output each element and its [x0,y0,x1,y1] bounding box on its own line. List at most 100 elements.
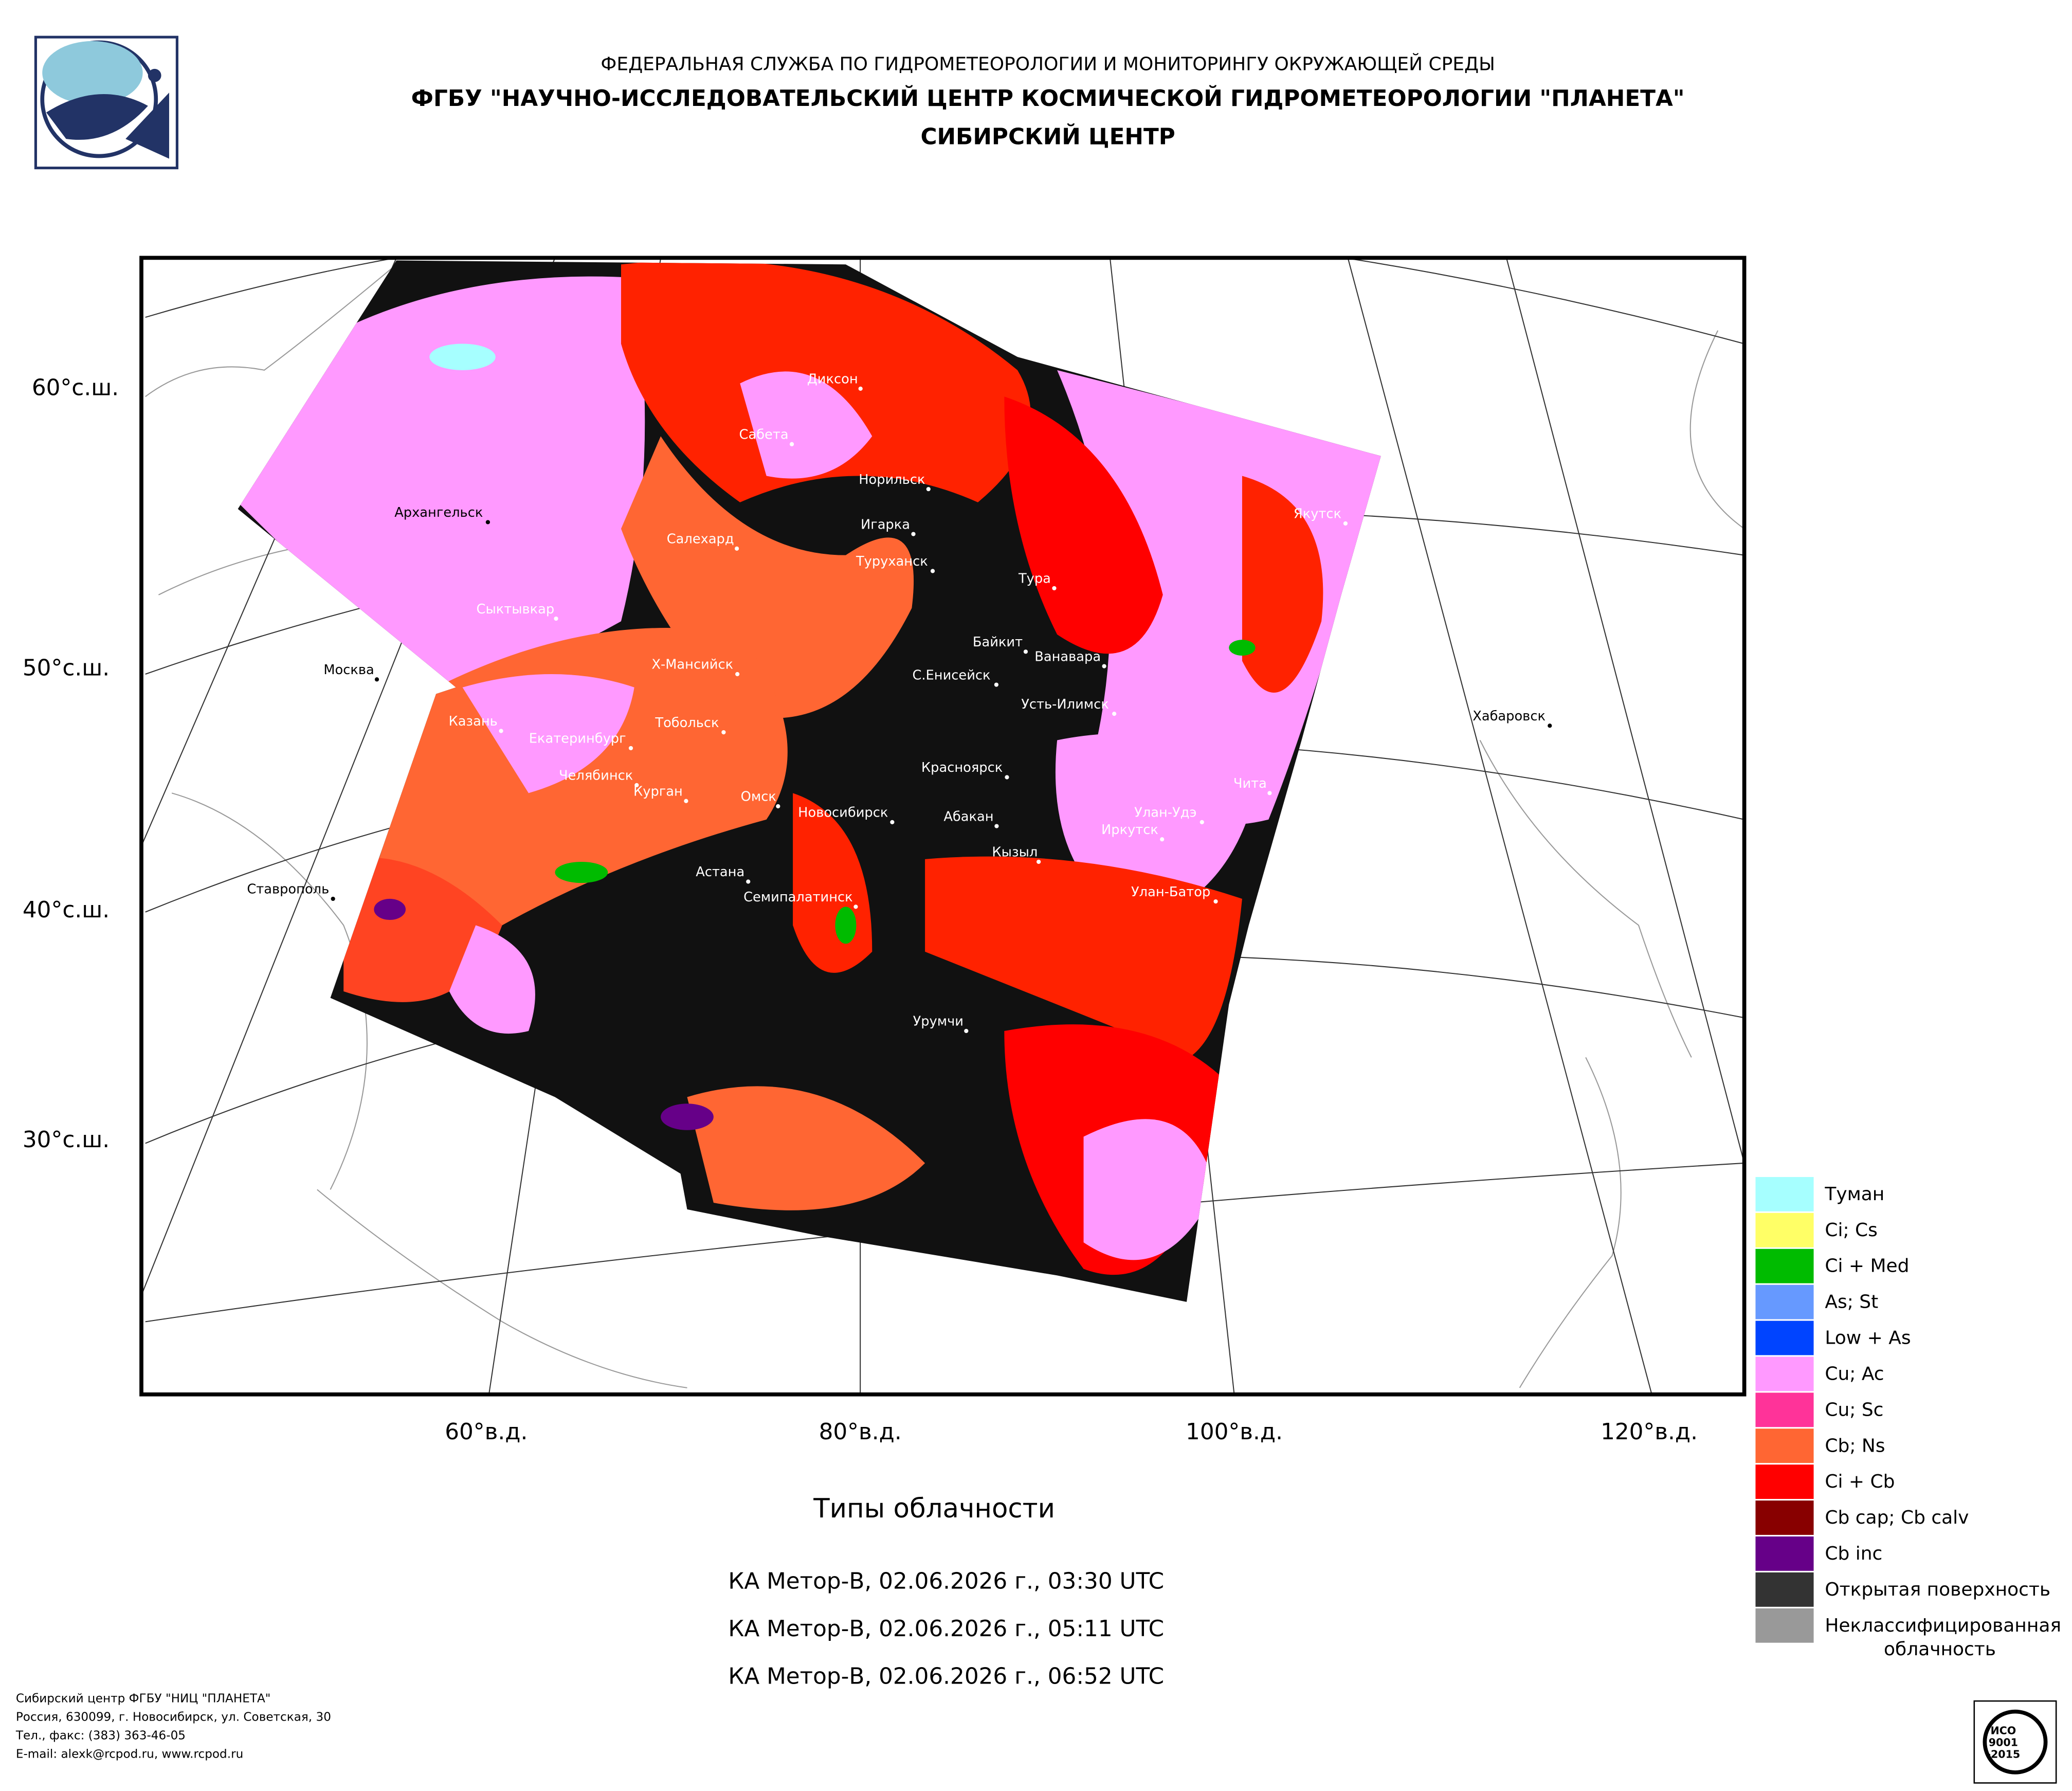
city-dot [1052,586,1057,591]
city-dot [499,729,503,733]
city-label: Ванавара [1034,649,1101,664]
city-dot [634,783,639,788]
city-dot [628,746,633,751]
pass-info: КА Метор-В, 02.06.2026 г., 05:11 UTC [728,1616,1164,1642]
center: СИБИРСКИЙ ЦЕНТР [920,122,1175,150]
legend: Туман Ci; Cs Ci + Med As; St Low + As Cu; Ac C… [1754,1175,2061,1660]
legend-swatch [1754,1427,1815,1464]
city-dot [684,799,688,803]
city-dot [776,804,780,809]
legend-swatch [1754,1319,1815,1356]
city-label: Казань [448,714,497,729]
city-dot [926,487,931,492]
city-dot [331,896,335,901]
city-label: Челябинск [559,768,633,784]
logo [34,35,178,170]
city-label: Усть-Илимск [1021,697,1108,712]
city-dot [853,904,858,909]
city-label: Улан-Удэ [1134,805,1196,821]
badge-text: -2015 [1986,1748,2020,1761]
legend-label: Неклассифицированная [1825,1615,2061,1636]
city-label: Екатеринбург [529,731,626,747]
lat-label: 30°с.ш. [23,1127,110,1153]
city-label: С.Енисейск [912,667,990,683]
lon-label: 60°в.д. [445,1419,528,1445]
lon-label: 120°в.д. [1601,1419,1698,1445]
city-label: Москва [323,662,374,678]
legend-swatch [1754,1571,1815,1608]
legend-swatch [1754,1463,1815,1500]
legend-label: Ci + Cb [1825,1471,1895,1492]
city-dot [1267,791,1272,795]
city-label: Иркутск [1101,822,1158,838]
city-label: Архангельск [394,505,483,520]
city-label: Кызыл [992,845,1038,860]
badge-text: 9001 [1989,1736,2018,1748]
city-label: Тобольск [655,715,719,731]
cloud-imagery [238,260,1381,1302]
city-dot [858,386,863,391]
map-frame [139,256,1747,1397]
city-dot [911,532,916,536]
lat-label: 50°с.ш. [23,655,110,681]
legend-label: Открытая поверхность [1825,1579,2050,1600]
footer-line: Сибирский центр ФГБУ "НИЦ "ПЛАНЕТА" [16,1692,271,1706]
legend-swatch [1754,1391,1815,1428]
city-label: Норильск [859,472,925,487]
legend-label: Cb cap; Cb calv [1825,1507,1969,1528]
city-dot [1343,521,1348,526]
city-label: Салехард [667,532,734,547]
legend-swatch [1754,1283,1815,1321]
legend-label: Cb; Ns [1825,1435,1885,1456]
lon-label: 80°в.д. [819,1419,902,1445]
city-label: Ставрополь [247,882,329,897]
legend-label: Ci; Cs [1825,1220,1878,1241]
legend-label: Low + As [1825,1328,1911,1349]
city-label: Байкит [973,635,1023,650]
city-label: Курган [633,784,683,799]
city-label: Игарка [861,517,910,532]
badge-text: ИСО [1990,1724,2016,1736]
footer-line: E-mail: alexk@rcpod.ru, www.rcpod.ru [16,1748,243,1761]
city-label: Красноярск [921,760,1003,775]
pass-info: КА Метор-В, 02.06.2026 г., 06:52 UTC [728,1663,1164,1690]
city-dot [485,520,490,524]
city-dot [1102,664,1106,668]
map: Диксон Сабета Норильск Архангельск Салехард И… [141,258,1744,1395]
city-label: Сыктывкар [477,602,555,617]
legend-label: As; St [1825,1292,1878,1313]
passes: КА Метор-В, 02.06.2026 г., 03:30 UTC КА М… [728,1568,1164,1690]
city-label: Улан-Батор [1131,884,1210,900]
footer-line: Тел., факс: (383) 363-46-05 [15,1729,186,1743]
legend-swatch [1754,1247,1815,1285]
legend-label: Cu; Ac [1825,1363,1884,1384]
agency: ФЕДЕРАЛЬНАЯ СЛУЖБА ПО ГИДРОМЕТЕОРОЛОГИИ … [601,53,1495,75]
city-dot [789,442,794,446]
legend-label: Ci + Med [1825,1256,1909,1277]
city-label: Чита [1233,776,1267,791]
city-label: Якутск [1294,506,1341,522]
cities: Диксон Сабета Норильск Архангельск Салехард И… [247,372,1552,1034]
city-label: Диксон [807,372,858,387]
city-dot [746,879,751,884]
institute: ФГБУ "НАУЧНО-ИССЛЕДОВАТЕЛЬСКИЙ ЦЕНТР КОС… [411,84,1685,112]
caption-title: Типы облачности [813,1493,1055,1524]
legend-swatch [1754,1175,1815,1213]
city-dot [1213,899,1218,904]
city-label: Абакан [943,809,993,824]
city-dot [1199,820,1204,824]
legend-label: Cb inc [1825,1543,1882,1564]
lat-label: 60°с.ш. [32,375,119,401]
lon-label: 100°в.д. [1186,1419,1283,1445]
city-dot [1023,649,1028,654]
city-dot [1160,837,1165,842]
city-label: Омск [741,789,776,805]
city-dot [994,824,999,828]
axis-labels: 60°с.ш. 50°с.ш. 40°с.ш. 30°с.ш. 60°в.д. 80°в.… [23,375,1698,1445]
legend-swatch [1754,1355,1815,1392]
legend-swatch [1754,1607,1815,1644]
city-dot [890,820,895,824]
city-dot [994,682,999,687]
